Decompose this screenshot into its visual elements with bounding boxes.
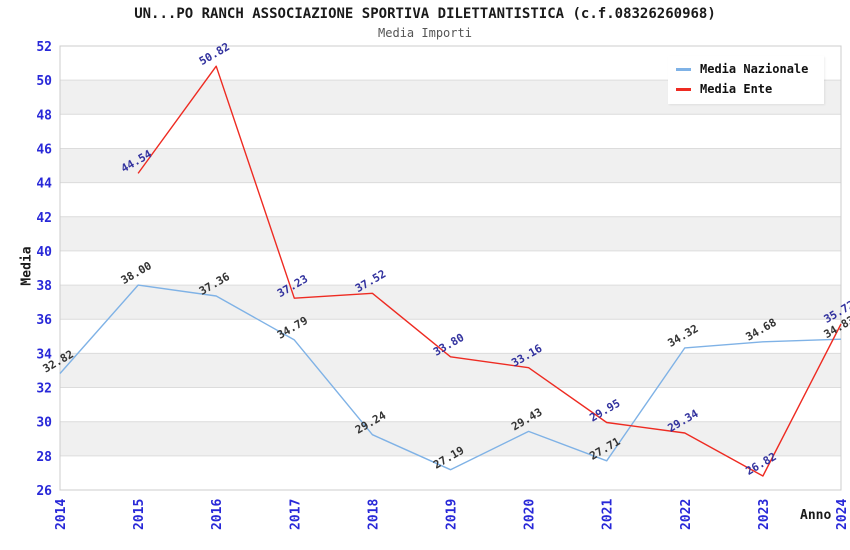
chart-title: UN...PO RANCH ASSOCIAZIONE SPORTIVA DILE… [134,6,716,22]
legend-item-media-nazionale: Media Nazionale [676,59,824,79]
svg-text:2024: 2024 [835,499,850,530]
svg-text:48: 48 [36,108,52,123]
svg-text:52: 52 [36,40,52,55]
svg-text:38.00: 38.00 [119,259,154,287]
svg-text:46: 46 [36,142,52,157]
svg-text:32: 32 [36,382,52,397]
legend-item-media-ente: Media Ente [676,79,824,99]
svg-text:40: 40 [36,245,52,260]
svg-text:2017: 2017 [288,499,303,530]
svg-text:30: 30 [36,416,52,431]
svg-text:28: 28 [36,450,52,465]
svg-text:50: 50 [36,74,52,89]
svg-text:2018: 2018 [366,499,381,530]
svg-text:44: 44 [36,177,52,192]
legend: Media Nazionale Media Ente [668,56,824,104]
svg-text:2023: 2023 [757,499,772,530]
svg-text:34.68: 34.68 [744,316,779,344]
svg-text:26: 26 [36,484,52,499]
x-axis-title: Anno [800,508,832,523]
legend-line-icon [676,67,691,71]
svg-text:42: 42 [36,211,52,226]
svg-text:34.32: 34.32 [665,322,700,350]
svg-text:2021: 2021 [601,499,616,530]
legend-line-icon [676,87,691,91]
svg-text:2015: 2015 [132,499,147,530]
svg-text:2014: 2014 [54,499,69,530]
legend-label: Media Ente [700,82,773,96]
chart-subtitle: Media Importi [378,26,472,40]
svg-text:36: 36 [36,313,52,328]
y-axis-title: Media [19,246,35,286]
svg-text:2016: 2016 [210,499,225,530]
svg-text:34: 34 [36,347,52,362]
svg-text:2022: 2022 [679,499,694,530]
svg-text:29.95: 29.95 [587,397,622,425]
svg-text:2020: 2020 [523,499,538,530]
legend-label: Media Nazionale [700,62,809,76]
svg-text:38: 38 [36,279,52,294]
svg-text:2019: 2019 [445,499,460,530]
svg-text:50.82: 50.82 [197,40,232,68]
